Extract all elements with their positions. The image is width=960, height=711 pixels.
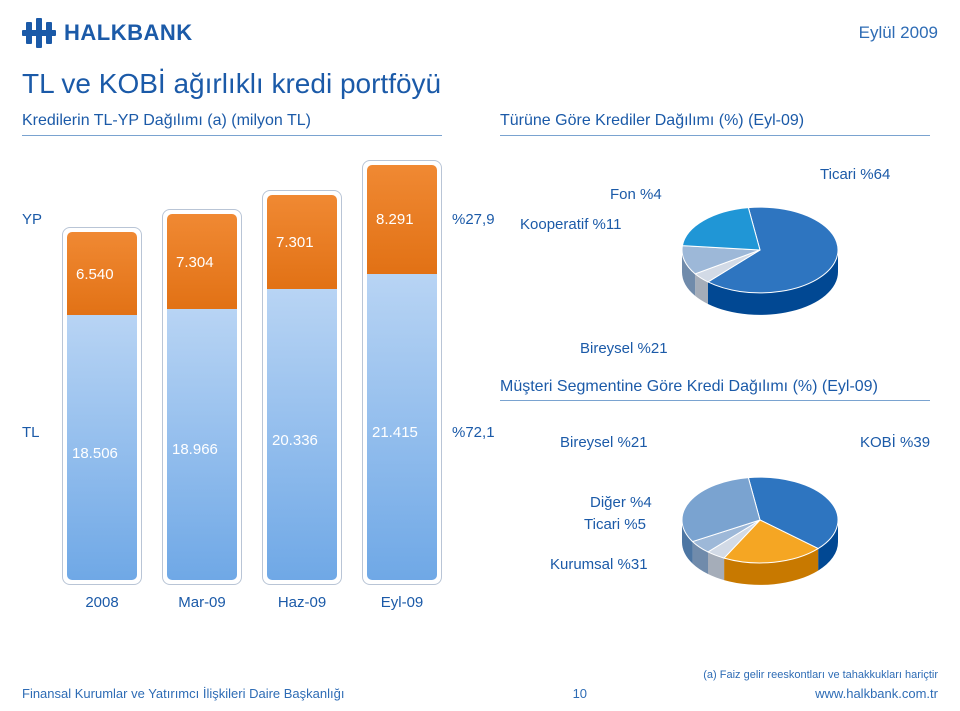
pie-slice (724, 520, 818, 563)
yp-value: 7.304 (176, 254, 214, 271)
logo: HALKBANK (22, 18, 193, 48)
pie-side (708, 250, 838, 315)
pie-side (708, 552, 724, 580)
subtitle-right-1: Türüne Göre Krediler Dağılımı (%) (Eyl-0… (500, 112, 804, 130)
footer-right: www.halkbank.com.tr (815, 686, 938, 701)
pie-side (682, 250, 695, 296)
page-title: TL ve KOBİ ağırlıklı kredi portföyü (22, 68, 441, 100)
tl-value: 18.506 (72, 445, 118, 462)
subtitle-right-2: Müşteri Segmentine Göre Kredi Dağılımı (… (500, 378, 878, 396)
pie-slice (682, 246, 760, 274)
yp-value: 7.301 (276, 234, 314, 251)
pie-slice-label: Bireysel %21 (560, 434, 648, 451)
pie-slice (708, 520, 760, 558)
pie-side (724, 549, 818, 585)
pie-slice-label: KOBİ %39 (860, 434, 930, 451)
bar-x-label: Haz-09 (262, 594, 342, 611)
bar-inner (267, 195, 337, 580)
pie-side (682, 520, 693, 564)
pie-slice-label: Ticari %64 (820, 166, 890, 183)
pie-side (818, 520, 838, 571)
row-label-tl: TL (22, 424, 40, 441)
bar-inner (67, 232, 137, 580)
pie-slice (748, 477, 838, 548)
brand-name: HALKBANK (64, 20, 193, 46)
header: HALKBANK Eylül 2009 (22, 18, 938, 48)
tl-value: 18.966 (172, 441, 218, 458)
pie-slice-label: Diğer %4 (590, 494, 652, 511)
pie-slice (695, 250, 760, 282)
pie-slice-label: Bireysel %21 (580, 340, 668, 357)
pie-slice (682, 208, 760, 250)
pie-slice (708, 207, 838, 293)
pie-slice (693, 520, 760, 552)
pie-slice-label: Fon %4 (610, 186, 662, 203)
divider (500, 135, 930, 136)
pct-tl: %72,1 (452, 424, 495, 441)
footer-page-number: 10 (573, 686, 587, 701)
bar-x-label: Eyl-09 (362, 594, 442, 611)
pct-yp: %27,9 (452, 211, 495, 228)
halkbank-icon (22, 18, 56, 48)
bar-x-label: 2008 (62, 594, 142, 611)
stacked-bar-chart: 2008 6.540 18.506 Mar-09 7.304 18.966 Haz-09 7.… (22, 145, 442, 615)
pie-slice-label: Ticari %5 (584, 516, 646, 533)
tl-value: 21.415 (372, 424, 418, 441)
pie-side (693, 542, 708, 574)
subtitle-left: Kredilerin TL-YP Dağılımı (a) (milyon TL… (22, 112, 311, 130)
pie-slice (682, 478, 760, 542)
pie-side (695, 274, 708, 304)
bar-x-label: Mar-09 (162, 594, 242, 611)
row-label-yp: YP (22, 211, 42, 228)
yp-value: 6.540 (76, 266, 114, 283)
footer: Finansal Kurumlar ve Yatırımcı İlişkiler… (22, 686, 938, 701)
divider (22, 135, 442, 136)
pie-slice-label: Kurumsal %31 (550, 556, 648, 573)
footnote: (a) Faiz gelir reeskontları ve tahakkukl… (703, 669, 938, 681)
divider (500, 400, 930, 401)
yp-value: 8.291 (376, 211, 414, 228)
footer-left: Finansal Kurumlar ve Yatırımcı İlişkiler… (22, 686, 344, 701)
tl-value: 20.336 (272, 432, 318, 449)
date-label: Eylül 2009 (859, 23, 938, 43)
pie-slice-label: Kooperatif %11 (520, 216, 621, 233)
